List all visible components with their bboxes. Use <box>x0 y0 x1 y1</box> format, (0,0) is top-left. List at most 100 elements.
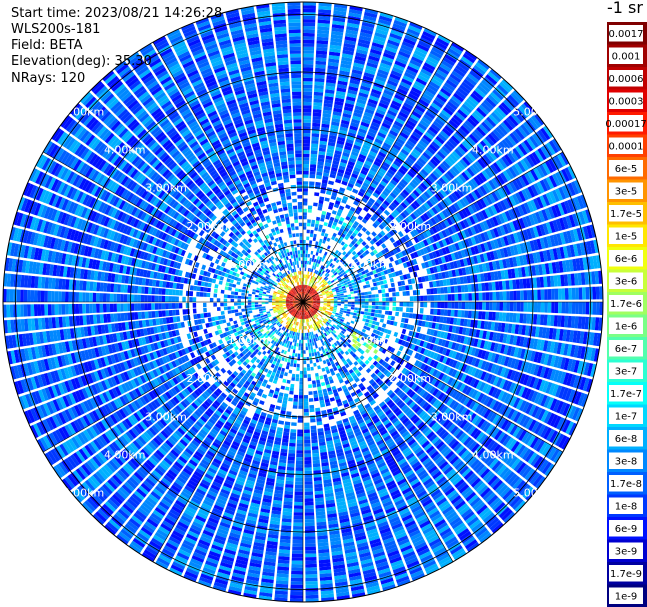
ray-gate <box>370 286 375 291</box>
ray-gate <box>291 574 303 578</box>
ray-gate <box>565 215 573 229</box>
ray-gate <box>478 211 486 221</box>
ray-gate <box>478 302 483 310</box>
ray-gate <box>283 393 289 398</box>
ray-gate <box>503 368 510 379</box>
ray-gate <box>434 273 440 280</box>
ray-gate <box>318 268 322 272</box>
ray-gate <box>492 250 499 260</box>
ray-gate <box>400 108 410 116</box>
ray-gate <box>295 335 298 340</box>
ray-gate <box>477 158 486 169</box>
ray-gate <box>351 72 362 79</box>
ray-gate <box>448 325 453 333</box>
ray-gate <box>436 265 442 273</box>
ray-gate <box>454 148 464 158</box>
ray-gate <box>376 135 385 142</box>
ray-gate <box>310 150 318 155</box>
ray-gate <box>550 315 555 327</box>
ray-gate <box>453 190 462 200</box>
ray-gate <box>419 233 426 240</box>
ray-gate <box>309 286 312 290</box>
ray-gate <box>304 460 312 465</box>
ray-gate <box>430 77 442 87</box>
ray-gate <box>549 430 559 443</box>
ray-gate <box>392 241 399 248</box>
ray-gate <box>434 117 445 127</box>
ray-gate <box>317 260 321 264</box>
ray-gate <box>406 224 413 232</box>
ray-gate <box>512 313 517 323</box>
ray-gate <box>477 370 484 379</box>
ray-gate <box>398 50 411 59</box>
ray-gate <box>455 326 460 334</box>
ray-gate <box>485 219 493 229</box>
ray-gate <box>314 292 318 295</box>
ray-gate <box>313 233 317 238</box>
ray-gate <box>374 189 382 196</box>
ray-gate <box>417 74 429 83</box>
ray-gate <box>383 119 393 126</box>
ray-gate <box>479 140 490 151</box>
ray-gate <box>536 365 543 377</box>
ray-gate <box>341 53 354 59</box>
ray-gate <box>540 289 545 300</box>
ray-gate <box>293 519 303 523</box>
ray-gate <box>400 44 414 53</box>
ray-gate <box>378 65 390 73</box>
ray-gate <box>552 173 561 187</box>
ray-gate <box>390 221 397 228</box>
ray-gate <box>407 170 415 178</box>
ray-gate <box>340 302 345 304</box>
ray-gate <box>364 295 369 299</box>
ray-gate <box>388 36 401 44</box>
ray-gate <box>371 204 379 211</box>
ray-gate <box>283 504 293 509</box>
ray-gate <box>553 315 558 327</box>
ray-gate <box>539 164 548 177</box>
ray-gate <box>293 394 299 399</box>
ray-gate <box>534 211 542 224</box>
ray-gate <box>303 101 312 106</box>
ray-gate <box>295 477 303 482</box>
ray-gate <box>303 43 315 47</box>
ray-gate <box>318 203 323 208</box>
ray-gate <box>344 269 349 274</box>
ray-gate <box>375 277 380 282</box>
ray-gate <box>460 230 467 239</box>
ray-gate <box>537 129 548 142</box>
ray-gate <box>500 391 508 403</box>
ray-gate <box>363 163 371 170</box>
ray-gate <box>459 143 469 153</box>
ray-gate <box>373 141 382 148</box>
ray-gate <box>563 274 569 286</box>
ray-gate <box>352 237 358 243</box>
ray-gate <box>518 386 526 397</box>
ray-gate <box>318 224 323 229</box>
ray-gate <box>498 141 509 153</box>
ray-gate <box>437 133 447 142</box>
ray-gate <box>562 216 569 230</box>
ray-gate <box>307 342 310 347</box>
ray-gate <box>459 84 471 95</box>
ray-gate <box>309 303 313 306</box>
ray-gate <box>545 160 554 173</box>
ray-gate <box>303 77 313 82</box>
ray-gate <box>404 71 416 80</box>
ray-gate <box>489 68 502 80</box>
ray-gate <box>580 346 586 360</box>
ray-gate <box>375 28 389 36</box>
ray-gate <box>374 220 381 226</box>
ray-gate <box>401 78 413 86</box>
ray-gate <box>516 336 522 346</box>
ray-gate <box>434 96 446 106</box>
ray-gate <box>444 246 451 254</box>
ray-gate <box>296 450 303 454</box>
ray-gate <box>414 352 420 359</box>
ray-gate <box>418 71 431 80</box>
ray-gate <box>485 152 495 163</box>
ray-gate <box>312 289 316 293</box>
ray-gate <box>320 214 326 219</box>
ray-gate <box>441 175 450 184</box>
ray-gate <box>449 73 462 83</box>
